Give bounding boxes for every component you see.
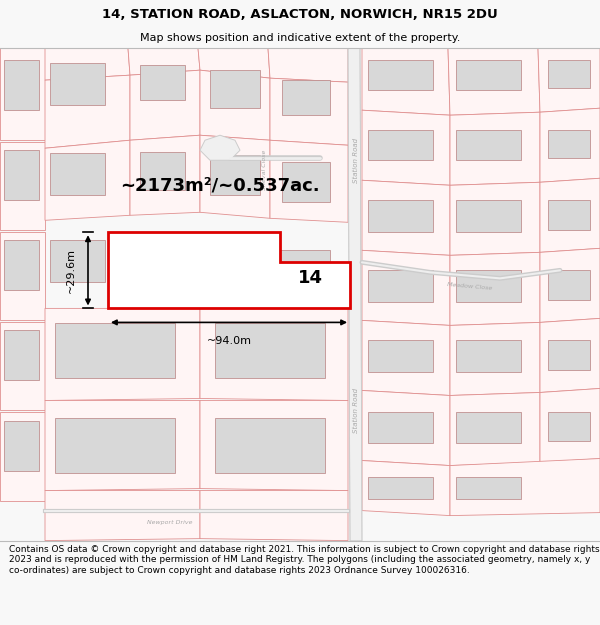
Polygon shape (368, 476, 433, 499)
Polygon shape (200, 135, 240, 160)
Text: ~29.6m: ~29.6m (66, 248, 76, 293)
Polygon shape (448, 48, 540, 115)
Polygon shape (270, 78, 348, 145)
Polygon shape (362, 110, 450, 185)
Polygon shape (456, 200, 521, 232)
Polygon shape (215, 323, 325, 379)
Polygon shape (348, 48, 362, 541)
Polygon shape (45, 308, 200, 401)
Polygon shape (450, 392, 540, 466)
Polygon shape (200, 70, 270, 140)
Polygon shape (0, 322, 45, 411)
Text: Map shows position and indicative extent of the property.: Map shows position and indicative extent… (140, 32, 460, 43)
Polygon shape (130, 70, 200, 140)
Polygon shape (450, 459, 600, 516)
Polygon shape (540, 389, 600, 462)
Polygon shape (450, 182, 540, 256)
Polygon shape (548, 412, 590, 441)
Polygon shape (140, 152, 185, 190)
Polygon shape (140, 243, 180, 278)
Text: Sheval Close: Sheval Close (263, 150, 268, 191)
Polygon shape (50, 153, 105, 195)
Polygon shape (362, 461, 450, 516)
Polygon shape (200, 135, 270, 218)
Polygon shape (55, 323, 175, 379)
Polygon shape (538, 48, 600, 112)
Polygon shape (368, 341, 433, 372)
Polygon shape (0, 412, 45, 501)
Polygon shape (45, 401, 200, 491)
Text: Newport Drive: Newport Drive (147, 520, 193, 525)
Text: 14, STATION ROAD, ASLACTON, NORWICH, NR15 2DU: 14, STATION ROAD, ASLACTON, NORWICH, NR1… (102, 8, 498, 21)
Polygon shape (456, 476, 521, 499)
Polygon shape (450, 322, 540, 396)
Polygon shape (50, 63, 105, 105)
Polygon shape (4, 241, 39, 291)
Text: Meadow Close: Meadow Close (447, 282, 493, 291)
Polygon shape (282, 162, 330, 202)
Polygon shape (548, 130, 590, 158)
Polygon shape (362, 48, 450, 115)
Polygon shape (540, 318, 600, 392)
Polygon shape (548, 60, 590, 88)
Polygon shape (4, 421, 39, 471)
Polygon shape (210, 70, 260, 108)
Text: Station Road: Station Road (353, 388, 359, 433)
Polygon shape (128, 48, 200, 75)
Text: Station Road: Station Road (353, 138, 359, 182)
Polygon shape (45, 75, 130, 148)
Polygon shape (200, 308, 348, 401)
Polygon shape (55, 418, 175, 472)
Text: 14: 14 (298, 269, 323, 288)
Polygon shape (450, 112, 540, 185)
Polygon shape (540, 248, 600, 322)
Text: ~2173m²/~0.537ac.: ~2173m²/~0.537ac. (120, 176, 320, 194)
Polygon shape (362, 180, 450, 256)
Polygon shape (45, 48, 130, 80)
Polygon shape (45, 140, 130, 220)
Text: ~94.0m: ~94.0m (206, 336, 251, 346)
Polygon shape (210, 155, 260, 195)
Polygon shape (548, 341, 590, 371)
Polygon shape (282, 80, 330, 115)
Polygon shape (362, 321, 450, 396)
Polygon shape (270, 140, 348, 222)
Polygon shape (4, 60, 39, 110)
Polygon shape (45, 491, 200, 541)
Polygon shape (450, 253, 540, 326)
Polygon shape (368, 412, 433, 442)
Polygon shape (198, 48, 270, 78)
Polygon shape (0, 48, 45, 140)
Polygon shape (368, 130, 433, 160)
Polygon shape (200, 401, 348, 491)
Polygon shape (210, 246, 255, 284)
Polygon shape (456, 130, 521, 160)
Polygon shape (548, 271, 590, 301)
Polygon shape (368, 271, 433, 302)
Polygon shape (0, 232, 45, 321)
Text: Contains OS data © Crown copyright and database right 2021. This information is : Contains OS data © Crown copyright and d… (9, 545, 599, 574)
Polygon shape (540, 108, 600, 182)
Polygon shape (362, 391, 450, 466)
Polygon shape (130, 135, 200, 215)
Polygon shape (456, 341, 521, 372)
Polygon shape (280, 251, 330, 288)
Polygon shape (140, 65, 185, 100)
Polygon shape (268, 48, 348, 82)
Polygon shape (4, 331, 39, 381)
Polygon shape (200, 491, 348, 541)
Polygon shape (368, 60, 433, 90)
Polygon shape (362, 251, 450, 326)
Polygon shape (548, 200, 590, 230)
Polygon shape (50, 241, 105, 282)
Polygon shape (108, 232, 350, 308)
Polygon shape (0, 142, 45, 230)
Polygon shape (456, 60, 521, 90)
Polygon shape (4, 150, 39, 200)
Polygon shape (368, 200, 433, 232)
Polygon shape (540, 178, 600, 252)
Polygon shape (456, 412, 521, 442)
Polygon shape (456, 271, 521, 302)
Polygon shape (215, 418, 325, 472)
